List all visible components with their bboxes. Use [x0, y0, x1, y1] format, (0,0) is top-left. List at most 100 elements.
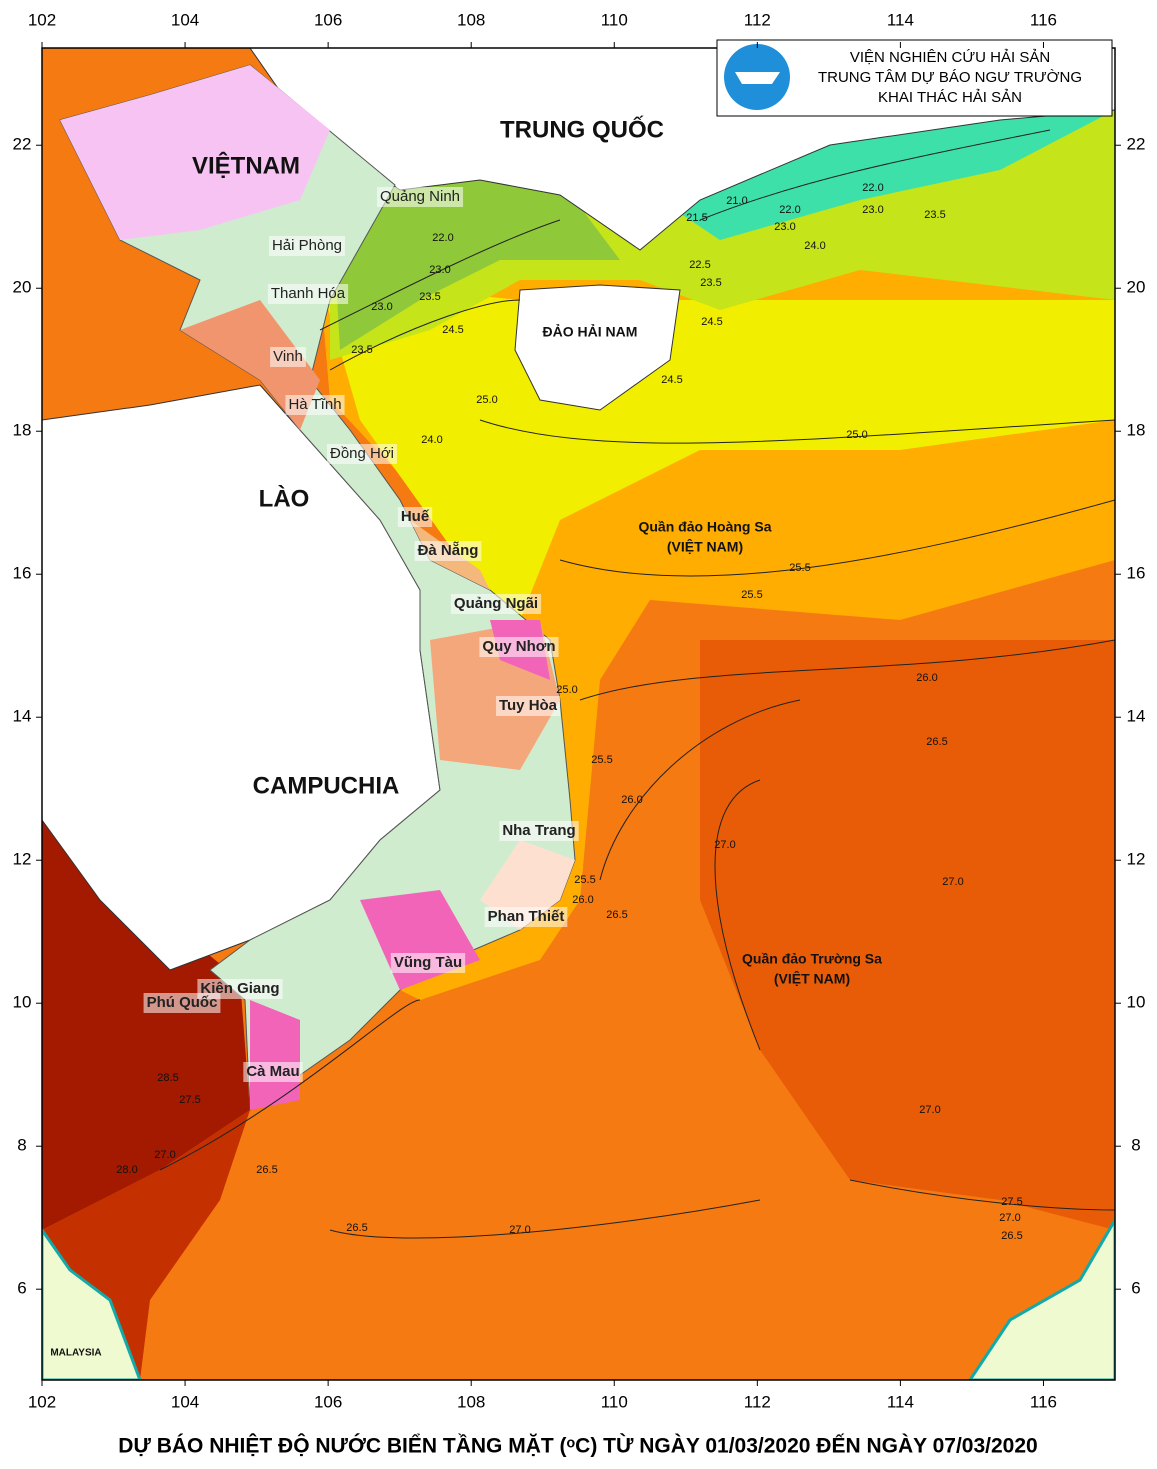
place-label: Đồng Hới	[330, 445, 394, 462]
isotherm-label: 22.0	[779, 204, 800, 216]
place-label-bg	[270, 347, 306, 367]
country-label: CAMPUCHIA	[253, 772, 400, 799]
island-label: (VIỆT NAM)	[667, 538, 743, 555]
isotherm-label: 27.0	[999, 1212, 1020, 1224]
borneo-land	[968, 1217, 1115, 1380]
place-label-bg	[268, 236, 346, 256]
place-label: Tuy Hòa	[499, 697, 558, 714]
y-tick-label: 14	[1127, 707, 1146, 726]
island-label: Quần đảo Hoàng Sa	[638, 519, 771, 535]
sea-warm	[700, 640, 1115, 1230]
isotherm-label: 25.0	[476, 394, 497, 406]
isotherm-label: 24.5	[661, 374, 682, 386]
hainan-land	[514, 284, 681, 411]
province	[180, 300, 320, 430]
header-line: TRUNG TÂM DỰ BÁO NGƯ TRƯỜNG	[818, 69, 1082, 86]
place-label-bg	[397, 507, 433, 527]
y-tick-label: 20	[1127, 278, 1146, 297]
country-label: LÀO	[259, 484, 310, 512]
y-tick-label: 10	[1127, 993, 1146, 1012]
isotherm-label: 27.0	[919, 1104, 940, 1116]
place-label-bg	[484, 907, 568, 927]
place-label: Hải Phòng	[272, 237, 342, 254]
sea-hot	[42, 820, 250, 1230]
place-label-bg	[143, 993, 221, 1013]
sea-band	[660, 110, 1115, 240]
isotherm-label: 26.5	[256, 1164, 277, 1176]
isotherm-label: 26.5	[606, 909, 627, 921]
y-tick-label: 22	[13, 135, 32, 154]
place-label: Hà Tĩnh	[288, 396, 341, 413]
place-label: Quảng Ninh	[380, 188, 460, 205]
isotherm-label: 25.5	[591, 754, 612, 766]
place-label-bg	[479, 637, 559, 657]
x-tick-label: 108	[457, 1392, 485, 1411]
x-tick-label: 114	[887, 10, 914, 29]
sea-band	[330, 170, 620, 350]
place-label-bg	[285, 395, 345, 415]
y-tick-label: 8	[17, 1136, 26, 1155]
place-label: Cà Mau	[246, 1063, 299, 1080]
isotherm-label: 23.5	[351, 344, 372, 356]
x-tick-label: 106	[314, 10, 342, 29]
place-label-bg	[267, 284, 349, 304]
place-label: Vinh	[273, 348, 303, 365]
isotherm-label: 23.0	[371, 301, 392, 313]
malaysia-land	[42, 1227, 142, 1380]
isotherm-label: 25.5	[741, 589, 762, 601]
isotherm-label: 23.0	[774, 221, 795, 233]
place-label-bg	[243, 1062, 303, 1082]
place-label: Huế	[401, 508, 430, 525]
place-label: Quy Nhơn	[482, 638, 555, 655]
x-tick-label: 116	[1030, 1392, 1057, 1411]
x-tick-label: 104	[171, 10, 199, 29]
place-label-bg	[376, 187, 464, 207]
y-tick-label: 12	[1127, 850, 1146, 869]
x-tick-label: 110	[601, 10, 628, 29]
isotherm-label: 26.0	[621, 794, 642, 806]
isotherm-label: 27.0	[714, 839, 735, 851]
x-tick-label: 116	[1030, 10, 1057, 29]
isotherm-label: 22.0	[432, 232, 453, 244]
isotherm-label: 26.0	[572, 894, 593, 906]
island-label: Quần đảo Trường Sa	[742, 951, 882, 967]
isotherm-label: 27.0	[154, 1149, 175, 1161]
map-title: DỰ BÁO NHIỆT ĐỘ NƯỚC BIỂN TẦNG MẶT (ᵒC) …	[118, 1434, 1037, 1458]
place-label-bg	[390, 953, 466, 973]
x-tick-label: 102	[28, 10, 56, 29]
isotherm-label: 24.5	[701, 316, 722, 328]
province	[250, 1000, 300, 1110]
y-tick-label: 18	[13, 421, 32, 440]
isotherm-label: 24.0	[804, 240, 825, 252]
isotherm-label: 23.0	[429, 264, 450, 276]
y-tick-label: 14	[13, 707, 32, 726]
header-line: KHAI THÁC HẢI SẢN	[878, 89, 1022, 106]
place-label: Đà Nẵng	[418, 542, 479, 559]
y-tick-label: 18	[1127, 421, 1146, 440]
place-label: Kiên Giang	[200, 980, 279, 997]
isotherm-label: 27.5	[1001, 1196, 1022, 1208]
isotherm-label: 24.5	[442, 324, 463, 336]
isotherm-label: 22.0	[862, 182, 883, 194]
isotherm-label: 21.5	[686, 212, 707, 224]
island-label: (VIỆT NAM)	[774, 970, 850, 987]
province	[60, 65, 330, 240]
y-tick-label: 16	[1127, 564, 1146, 583]
isotherm-label: 22.5	[689, 259, 710, 271]
place-label-bg	[495, 696, 561, 716]
isotherm-label: 23.5	[700, 277, 721, 289]
country-label: TRUNG QUỐC	[500, 115, 664, 143]
y-tick-label: 22	[1127, 135, 1146, 154]
isotherm-label: 28.0	[116, 1164, 137, 1176]
place-label: Phú Quốc	[147, 994, 218, 1011]
sea-band	[320, 280, 1115, 620]
place-label: Thanh Hóa	[271, 285, 346, 302]
isotherm-label: 24.0	[421, 434, 442, 446]
isotherm-label: 28.5	[157, 1072, 178, 1084]
y-tick-label: 20	[13, 278, 32, 297]
x-tick-label: 106	[314, 1392, 342, 1411]
isotherm-label: 23.0	[862, 204, 883, 216]
x-tick-label: 112	[744, 10, 771, 29]
place-label: Nha Trang	[502, 822, 575, 839]
